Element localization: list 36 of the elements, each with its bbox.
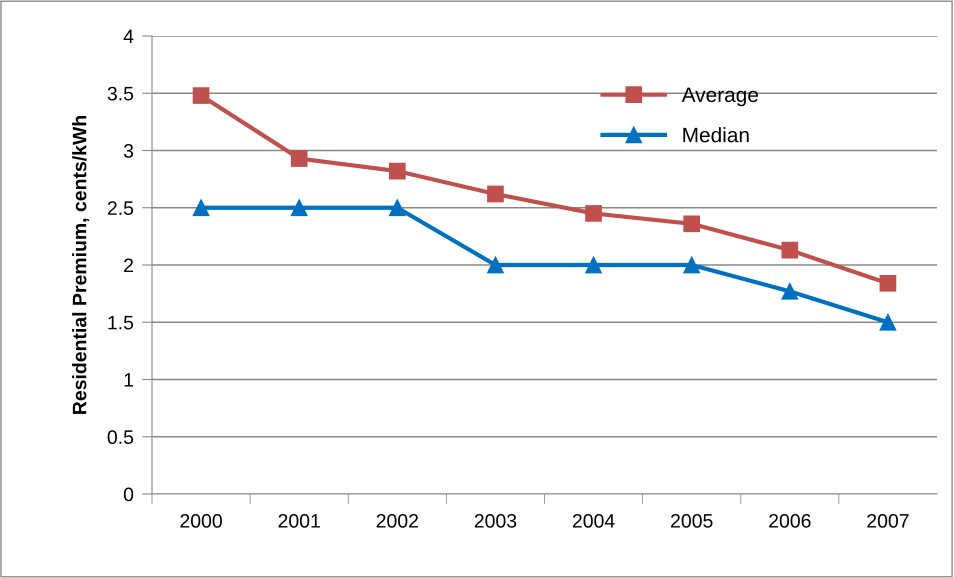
y-tick-label: 2.5 (108, 201, 134, 215)
point (781, 283, 798, 300)
point (487, 256, 504, 274)
y-tick-label: 0.5 (108, 430, 134, 444)
y-tick-label: 1.5 (108, 316, 134, 330)
point (290, 150, 308, 167)
point (880, 314, 896, 331)
x-tick-label: 2007 (867, 514, 909, 528)
point (388, 199, 406, 216)
x-tick-label: 2004 (572, 514, 615, 528)
legend-label: Median (683, 127, 749, 142)
point (192, 87, 210, 104)
x-tick-label: 2005 (671, 514, 713, 528)
point (290, 199, 308, 216)
y-tick-label: 3.5 (108, 86, 134, 100)
point (781, 242, 798, 258)
point (683, 256, 700, 274)
x-tick-label: 2002 (376, 514, 418, 528)
point (880, 274, 896, 292)
y-tick-label: 4 (124, 30, 134, 44)
point (683, 215, 700, 232)
y-tick-label: 0 (124, 487, 134, 502)
x-tick-label: 2003 (474, 514, 516, 528)
y-tick-label: 2 (124, 258, 133, 272)
y-axis-title: Residential Premium, cents/kWh (72, 116, 90, 414)
point (487, 186, 504, 202)
point (585, 205, 602, 222)
x-tick-label: 2006 (769, 514, 811, 528)
y-tick-label: 1 (124, 373, 133, 387)
y-tick-label: 3 (124, 144, 134, 158)
x-tick-label: 2001 (278, 514, 320, 528)
x-tick-label: 2000 (180, 514, 222, 528)
point (192, 199, 210, 216)
legend-label: Average (682, 88, 758, 106)
point (585, 256, 602, 274)
point (388, 162, 406, 180)
